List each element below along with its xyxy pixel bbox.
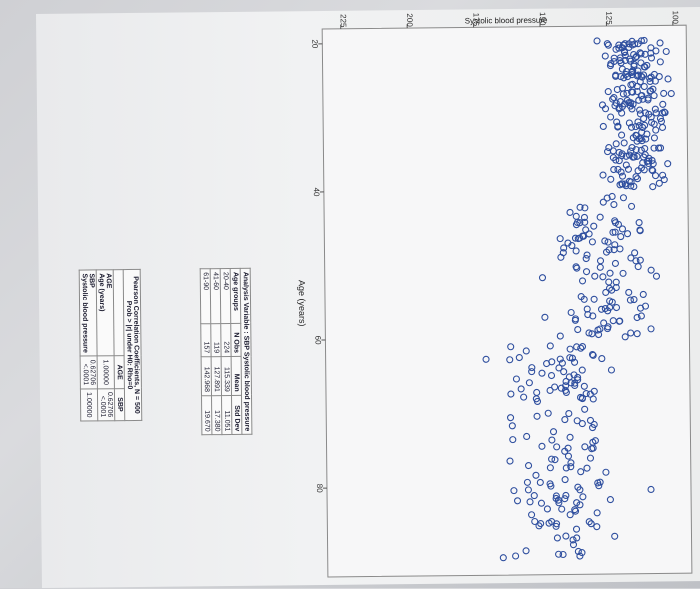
corr-header-age: AGE — [114, 356, 124, 388]
y-tick-label: 125 — [604, 11, 613, 25]
x-tick-label: 80 — [315, 484, 324, 494]
x-tick-label: 60 — [313, 336, 322, 346]
results-tables: Pearson Correlation Coefficients, N = 50… — [0, 187, 112, 439]
y-tick-label: 100 — [671, 11, 680, 25]
analysis-header: N Obs — [231, 323, 241, 356]
analysis-title: Analysis Variable : SBP Systolic blood p… — [240, 268, 252, 434]
x-axis-label: Age (years) — [297, 280, 307, 327]
x-tick-label: 20 — [310, 39, 319, 49]
x-tick-label: 40 — [312, 187, 321, 197]
corr-row-label: SBP Systolic blood pressure — [79, 270, 97, 357]
corr-cell: 0.62706 <.0001 — [97, 388, 114, 420]
analysis-header: Std Dev — [232, 395, 242, 435]
corr-row-label: AGE Age (years) — [96, 270, 114, 357]
y-axis-label: Systolic blood pressure — [465, 16, 548, 26]
y-tick-label: 200 — [405, 13, 414, 27]
corr-cell: 1.00000 — [80, 389, 97, 421]
analysis-variable-table: Analysis Variable : SBP Systolic blood p… — [200, 268, 253, 436]
y-tick-label: 225 — [339, 14, 348, 28]
corr-header-blank — [113, 270, 124, 356]
correlation-table: Pearson Correlation Coefficients, N = 50… — [79, 269, 143, 422]
corr-cell: 0.62706 <.0001 — [80, 356, 97, 388]
analysis-header: Age groups — [230, 268, 241, 323]
correlation-title: Pearson Correlation Coefficients, N = 50… — [132, 273, 141, 417]
analysis-header: Mean — [231, 356, 241, 395]
corr-cell: 1.00000 — [97, 356, 114, 388]
corr-header-sbp: SBP — [114, 388, 124, 420]
